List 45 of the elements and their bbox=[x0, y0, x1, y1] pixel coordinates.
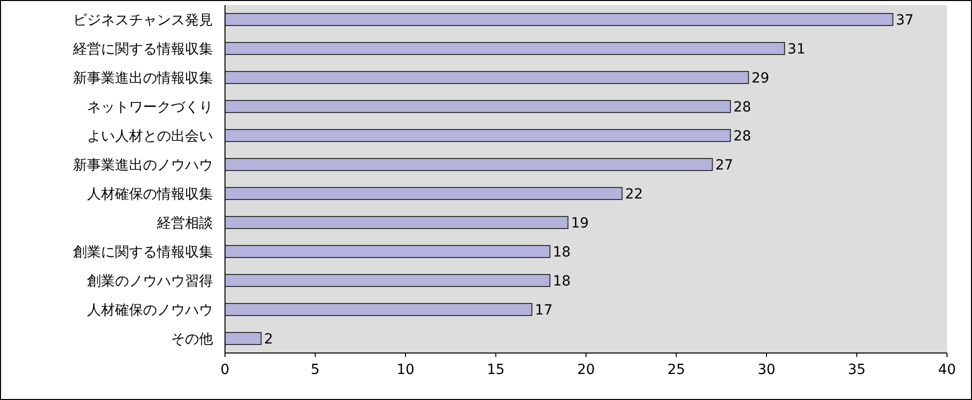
bar bbox=[224, 71, 749, 84]
x-tick-label: 35 bbox=[848, 362, 866, 378]
bar bbox=[224, 158, 713, 171]
bar bbox=[224, 42, 786, 55]
data-label: 17 bbox=[534, 302, 553, 318]
y-tick-label: 人材確保のノウハウ bbox=[87, 302, 213, 318]
y-tick-label: 新事業進出のノウハウ bbox=[73, 158, 213, 174]
y-tick-label: ネットワークづくり bbox=[87, 100, 213, 116]
y-tick-label: 経営に関する情報収集 bbox=[72, 42, 213, 58]
bar bbox=[224, 100, 731, 113]
data-label: 28 bbox=[733, 128, 752, 144]
bar bbox=[224, 187, 623, 200]
y-tick-label: その他 bbox=[171, 332, 213, 348]
y-tick-label: 創業に関する情報収集 bbox=[73, 244, 213, 260]
data-label: 2 bbox=[264, 332, 274, 348]
data-label: 22 bbox=[625, 186, 643, 202]
x-tick-label: 0 bbox=[220, 362, 230, 378]
y-tick-label: 創業のノウハウ習得 bbox=[87, 274, 213, 290]
bar bbox=[224, 13, 894, 26]
bar bbox=[224, 303, 532, 316]
data-label: 18 bbox=[552, 244, 571, 260]
bar bbox=[224, 245, 550, 258]
data-label: 19 bbox=[570, 216, 589, 232]
x-tick-label: 15 bbox=[486, 362, 505, 378]
x-tick-label: 20 bbox=[577, 362, 595, 378]
data-label: 18 bbox=[552, 274, 571, 290]
x-tick-label: 30 bbox=[758, 362, 776, 378]
data-label: 31 bbox=[788, 42, 806, 58]
y-tick-label: よい人材との出会い bbox=[87, 128, 213, 144]
bar bbox=[224, 216, 568, 229]
x-tick-label: 10 bbox=[396, 362, 414, 378]
y-tick-label: 新事業進出の情報収集 bbox=[73, 70, 213, 86]
data-label: 37 bbox=[896, 12, 914, 28]
bar bbox=[224, 332, 262, 345]
x-tick-label: 40 bbox=[938, 362, 956, 378]
x-tick-label: 5 bbox=[310, 362, 320, 378]
y-tick-label: 人材確保の情報収集 bbox=[87, 186, 213, 202]
bar bbox=[224, 129, 731, 142]
data-label: 27 bbox=[715, 158, 734, 174]
data-label: 28 bbox=[733, 100, 752, 116]
y-tick-label: 経営相談 bbox=[156, 216, 213, 232]
bar bbox=[224, 274, 550, 287]
x-tick-label: 25 bbox=[667, 362, 686, 378]
data-label: 29 bbox=[751, 70, 770, 86]
y-tick-label: ビジネスチャンス発見 bbox=[73, 12, 213, 28]
